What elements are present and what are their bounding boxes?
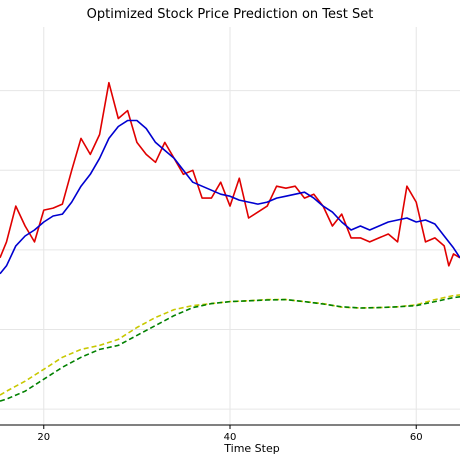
series-layer xyxy=(0,81,460,402)
x-tick-label: 40 xyxy=(224,432,237,443)
series-line-2 xyxy=(0,119,460,275)
x-tick-label: 20 xyxy=(37,432,50,443)
x-axis-label: Time Step xyxy=(223,442,279,455)
series-line-3 xyxy=(0,294,460,396)
series-line-1 xyxy=(0,81,460,267)
x-tick-label: 60 xyxy=(410,432,423,443)
chart-title: Optimized Stock Price Prediction on Test… xyxy=(87,7,374,22)
x-axis: 20 40 60 xyxy=(0,424,460,443)
grid-lines xyxy=(0,27,460,425)
